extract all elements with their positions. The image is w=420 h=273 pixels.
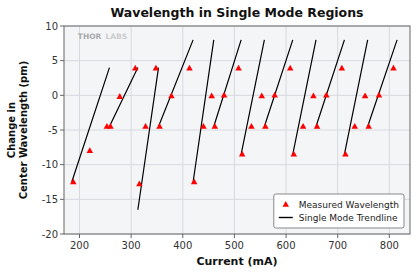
tick-label: 5 [52,55,58,66]
point [339,65,345,71]
point [200,123,206,129]
tick-label: 500 [225,240,244,251]
tick-label: -20 [42,229,58,240]
tick-mark [60,199,64,200]
grid-line [64,95,410,96]
axes: 200 300 400 500 600 700 800 -20 -15 -10 -5 0 5 10 [42,21,399,252]
point [248,123,254,129]
tick-mark [131,234,132,238]
point [352,123,358,129]
x-axis-label: Current (mA) [196,255,277,268]
tick-label: 300 [122,240,141,251]
point [107,123,113,129]
point [191,178,197,184]
measured-points [70,65,397,187]
point [235,65,241,71]
chart: 200 300 400 500 600 700 800 -20 -15 -10 -5 0 5 10 THOR… [0,0,420,273]
point [168,92,174,98]
tick-mark [60,95,64,96]
point [212,123,218,129]
point [259,92,265,98]
legend-label: Measured Wavelength [299,200,399,210]
tick-mark [60,60,64,61]
point [342,151,348,157]
point [310,92,316,98]
tick-label: -5 [48,125,58,136]
tick-label: 600 [277,240,296,251]
point [87,147,93,153]
tick-label: 10 [45,21,58,32]
tick-mark [60,26,64,27]
legend-box [274,194,404,228]
point [132,65,138,71]
point [362,92,368,98]
tick-mark [60,130,64,131]
point [186,65,192,71]
tick-mark [79,234,80,238]
tick-label: 0 [52,90,58,101]
point [291,151,297,157]
tick-mark [286,234,287,238]
legend-marker [283,201,289,207]
point [271,92,277,98]
tick-label: 800 [380,240,399,251]
point [300,123,306,129]
legend: Measured Wavelength Single Mode Trendline [274,194,404,228]
grid-line [64,60,410,61]
tick-mark [60,234,64,235]
point [208,92,214,98]
tick-mark [337,234,338,238]
y-axis-label: Change inCenter Wavelength (pm) [6,61,29,200]
grid-line [64,130,410,131]
tick-mark [182,234,183,238]
grid [64,26,410,234]
tick-label: -15 [42,194,58,205]
trendline [72,40,397,210]
plot-frame [64,26,410,234]
plot-area [64,26,410,234]
tick-mark [389,234,390,238]
annotation: LABS [105,32,127,41]
legend-label: Single Mode Trendline [299,213,398,223]
tick-label: 400 [173,240,192,251]
point [323,92,329,98]
grid-line [64,164,410,165]
point [142,123,148,129]
point [156,123,162,129]
point [287,65,293,71]
point [239,151,245,157]
point [376,92,382,98]
data-layer [70,40,397,210]
tick-label: 700 [328,240,347,251]
tick-mark [234,234,235,238]
tick-mark [60,164,64,165]
point [314,123,320,129]
point [262,123,268,129]
tick-label: -10 [42,159,58,170]
point [365,123,371,129]
point [221,92,227,98]
point [390,65,396,71]
legend-line [279,217,293,218]
title: Wavelength in Single Mode Regions [110,5,363,20]
point [117,93,123,99]
point [153,65,159,71]
point [70,178,76,184]
point [136,180,142,186]
tick-label: 200 [70,240,89,251]
annotation: THOR [78,32,102,41]
